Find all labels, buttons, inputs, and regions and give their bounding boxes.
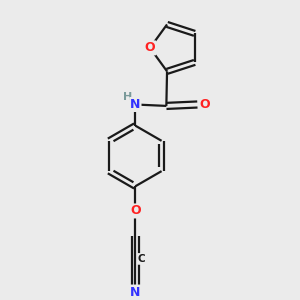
Text: C: C: [138, 254, 146, 264]
Text: N: N: [130, 286, 140, 298]
Text: O: O: [130, 205, 141, 218]
Text: N: N: [130, 98, 140, 111]
Text: O: O: [200, 98, 210, 111]
Text: O: O: [145, 41, 155, 54]
Text: H: H: [123, 92, 132, 102]
